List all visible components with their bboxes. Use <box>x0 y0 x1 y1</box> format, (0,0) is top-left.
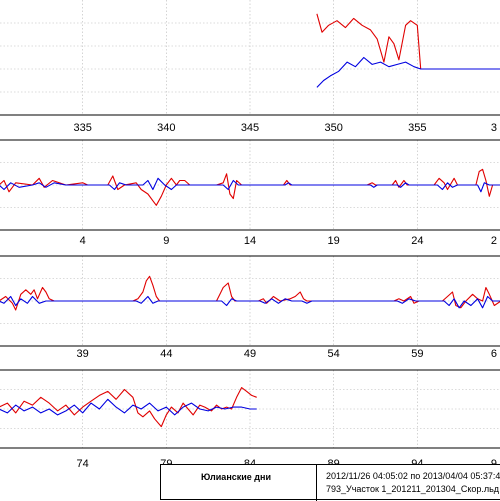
x-tick-label-0-5: 3 <box>491 122 497 134</box>
x-tick-label-1-1: 9 <box>163 235 169 247</box>
series-line-2-0 <box>0 275 500 311</box>
legend-box: Юлианские дни 2012/11/26 04:05:02 по 201… <box>160 464 500 501</box>
x-tick-label-1-0: 4 <box>80 235 86 247</box>
series-line-3-0 <box>0 387 257 428</box>
series-line-1-1 <box>0 177 500 193</box>
x-tick-label-0-3: 350 <box>324 122 342 134</box>
legend-label: Юлианские дни <box>201 472 271 482</box>
legend-info: 2012/11/26 04:05:02 по 2013/04/04 05:37:… <box>326 470 500 496</box>
legend-dataset-name: 793_Участок 1_201211_201304_Скор.льд <box>326 484 500 494</box>
x-tick-label-1-2: 14 <box>244 235 256 247</box>
x-tick-label-0-4: 355 <box>408 122 426 134</box>
x-tick-label-0-0: 335 <box>73 122 91 134</box>
series-line-0-0 <box>316 13 500 70</box>
x-tick-label-2-3: 54 <box>328 348 340 360</box>
series-line-1-0 <box>0 168 500 206</box>
x-tick-label-2-5: 6 <box>491 348 497 360</box>
x-tick-label-2-4: 59 <box>411 348 423 360</box>
series-line-2-1 <box>0 295 500 309</box>
x-tick-label-2-1: 44 <box>160 348 172 360</box>
legend-date-range: 2012/11/26 04:05:02 по 2013/04/04 05:37:… <box>326 471 500 481</box>
legend-separator <box>316 465 317 501</box>
x-tick-label-3-0: 74 <box>77 458 89 470</box>
x-tick-label-1-3: 19 <box>328 235 340 247</box>
x-tick-label-0-2: 345 <box>241 122 259 134</box>
x-tick-label-2-2: 49 <box>244 348 256 360</box>
x-tick-label-1-4: 24 <box>411 235 423 247</box>
series-line-3-1 <box>0 398 257 416</box>
x-tick-label-0-1: 340 <box>157 122 175 134</box>
x-tick-label-1-5: 2 <box>491 235 497 247</box>
x-tick-label-2-0: 39 <box>77 348 89 360</box>
series-line-0-1 <box>316 56 500 88</box>
